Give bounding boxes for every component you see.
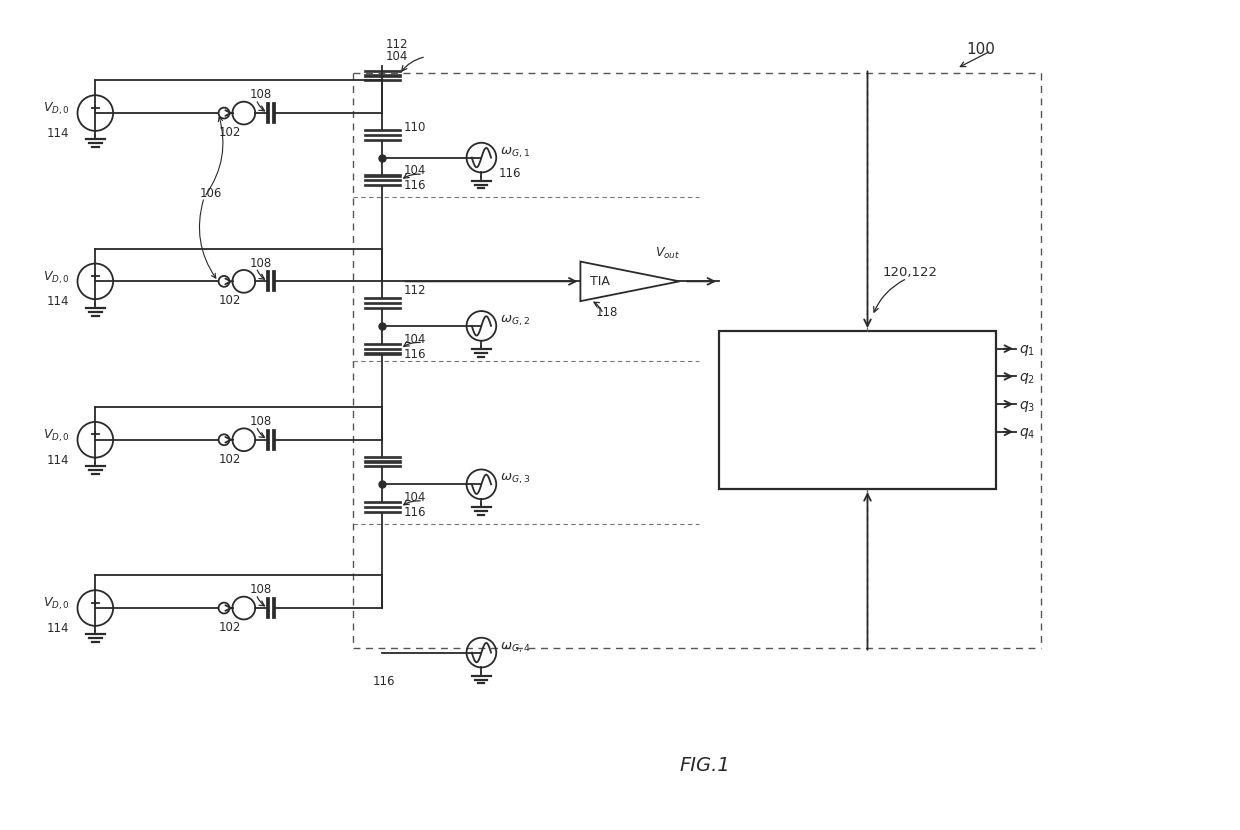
Bar: [363, 179, 402, 182]
Text: 114: 114: [47, 622, 69, 635]
Bar: [363, 297, 402, 300]
Text: $q_4$: $q_4$: [1019, 427, 1035, 442]
Text: 114: 114: [47, 453, 69, 466]
Text: 104: 104: [403, 491, 425, 504]
Text: 114: 114: [47, 295, 69, 308]
Text: 102: 102: [219, 621, 242, 634]
Text: FIG.1: FIG.1: [680, 756, 730, 775]
Text: $V_{out}$: $V_{out}$: [655, 246, 680, 261]
Text: 116: 116: [372, 676, 396, 688]
Bar: [363, 348, 402, 349]
Bar: [363, 134, 402, 136]
Bar: [363, 307, 402, 309]
Text: $\omega_{G,3}$: $\omega_{G,3}$: [500, 472, 531, 486]
Bar: [363, 343, 402, 345]
Text: 106: 106: [200, 188, 222, 200]
Bar: [363, 129, 402, 131]
Text: 102: 102: [219, 452, 242, 466]
Bar: [363, 353, 402, 354]
Bar: [363, 302, 402, 305]
Text: $q_3$: $q_3$: [1019, 398, 1035, 413]
Text: 108: 108: [249, 88, 272, 101]
Text: 112: 112: [386, 37, 408, 51]
Text: 102: 102: [219, 294, 242, 307]
Text: $q_1$: $q_1$: [1019, 343, 1035, 358]
Text: 120,122: 120,122: [883, 266, 937, 280]
Text: 116: 116: [403, 348, 425, 360]
Bar: [363, 501, 402, 503]
Text: 104: 104: [403, 333, 425, 346]
Bar: [363, 79, 402, 81]
Bar: [363, 506, 402, 508]
Bar: [363, 75, 402, 76]
Text: 116: 116: [403, 506, 425, 519]
Text: 108: 108: [249, 583, 272, 596]
Text: $V_{D,0}$: $V_{D,0}$: [43, 427, 69, 444]
Text: 108: 108: [249, 256, 272, 270]
Text: 104: 104: [386, 50, 408, 62]
Text: $q_2$: $q_2$: [1019, 371, 1035, 386]
Text: 104: 104: [403, 164, 425, 178]
Bar: [363, 461, 402, 462]
Text: 118: 118: [595, 306, 618, 319]
Bar: [363, 174, 402, 177]
Text: 102: 102: [219, 126, 242, 139]
Text: $V_{D,0}$: $V_{D,0}$: [43, 596, 69, 613]
Bar: [363, 139, 402, 141]
Bar: [363, 70, 402, 71]
Bar: [719, 331, 996, 489]
Bar: [363, 510, 402, 513]
Text: 114: 114: [47, 127, 69, 139]
Bar: [363, 466, 402, 467]
Text: TIA: TIA: [590, 276, 610, 288]
Text: $\omega_{G,2}$: $\omega_{G,2}$: [500, 314, 531, 328]
Text: 110: 110: [403, 121, 425, 134]
Text: 108: 108: [249, 415, 272, 428]
Text: 100: 100: [966, 42, 996, 56]
Bar: [363, 184, 402, 186]
Text: 112: 112: [403, 284, 425, 297]
Text: $V_{D,0}$: $V_{D,0}$: [43, 101, 69, 117]
Text: 116: 116: [498, 168, 521, 180]
Bar: [363, 456, 402, 458]
Text: $\omega_{G,4}$: $\omega_{G,4}$: [500, 640, 531, 655]
Text: $\omega_{G,1}$: $\omega_{G,1}$: [500, 145, 531, 159]
Text: 116: 116: [403, 179, 425, 193]
Text: $V_{D,0}$: $V_{D,0}$: [43, 269, 69, 286]
